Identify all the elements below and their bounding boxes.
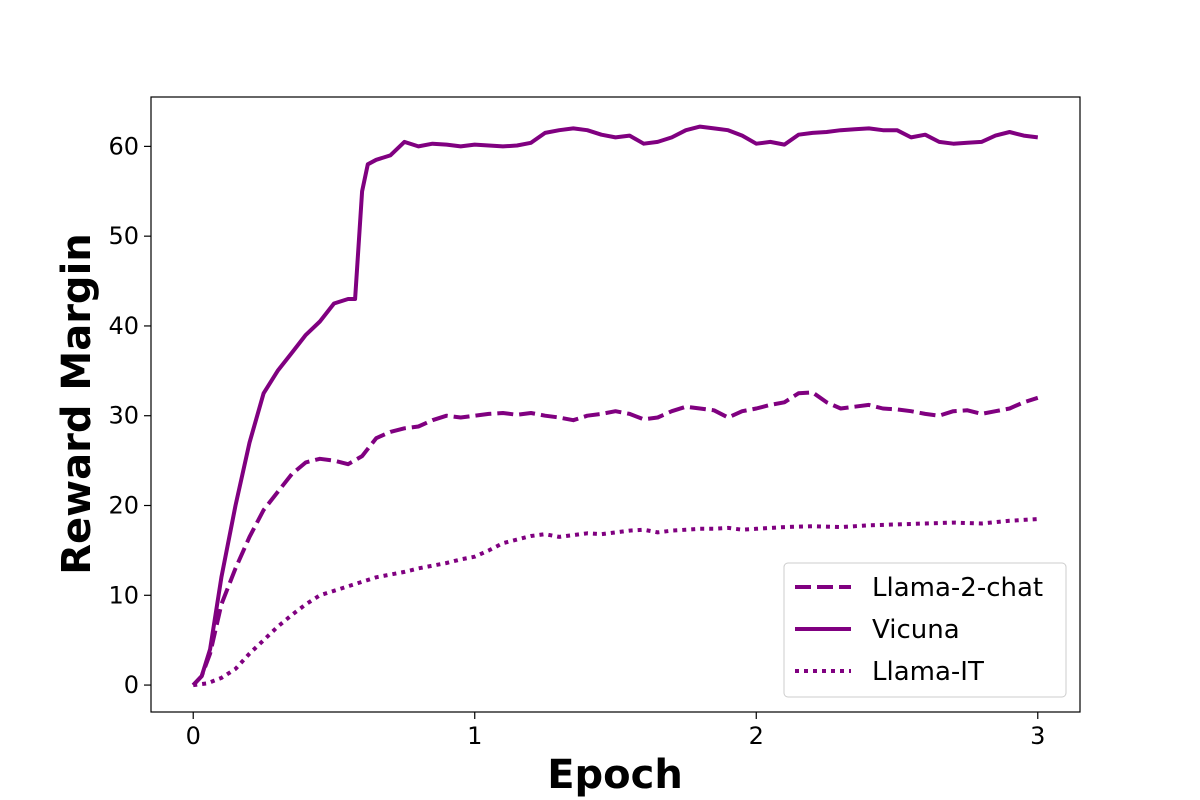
legend: Llama-2-chat Vicuna Llama-IT: [783, 562, 1067, 698]
legend-box: [783, 562, 1067, 698]
legend-label-llama-it: Llama-IT: [872, 657, 984, 687]
plot-frame: [150, 96, 1081, 713]
series-line-llama-it: [192, 517, 1038, 688]
y-tick-label: 30: [108, 402, 139, 430]
x-axis-title: Epoch: [547, 752, 683, 798]
y-tick-label: 50: [108, 222, 139, 250]
y-tick-label: 20: [108, 492, 139, 520]
y-tick-label: 40: [108, 312, 139, 340]
legend-label-vicuna: Vicuna: [872, 615, 960, 645]
y-axis: 0 10 20 30 40 50 60: [108, 132, 151, 699]
legend-label-llama-2-chat: Llama-2-chat: [872, 573, 1043, 603]
x-tick-label: 3: [1030, 722, 1045, 750]
x-tick-label: 2: [749, 722, 764, 750]
x-tick-label: 0: [186, 722, 201, 750]
x-axis: 0 1 2 3: [186, 712, 1045, 750]
y-tick-label: 10: [108, 581, 139, 609]
y-tick-label: 60: [108, 132, 139, 160]
series-line-vicuna: [191, 124, 1039, 687]
series-line-llama-2-chat: [191, 390, 1039, 687]
y-axis-title: Reward Margin: [54, 233, 100, 575]
x-tick-label: 1: [467, 722, 482, 750]
series-layer: [191, 124, 1039, 688]
y-tick-label: 0: [124, 671, 139, 699]
